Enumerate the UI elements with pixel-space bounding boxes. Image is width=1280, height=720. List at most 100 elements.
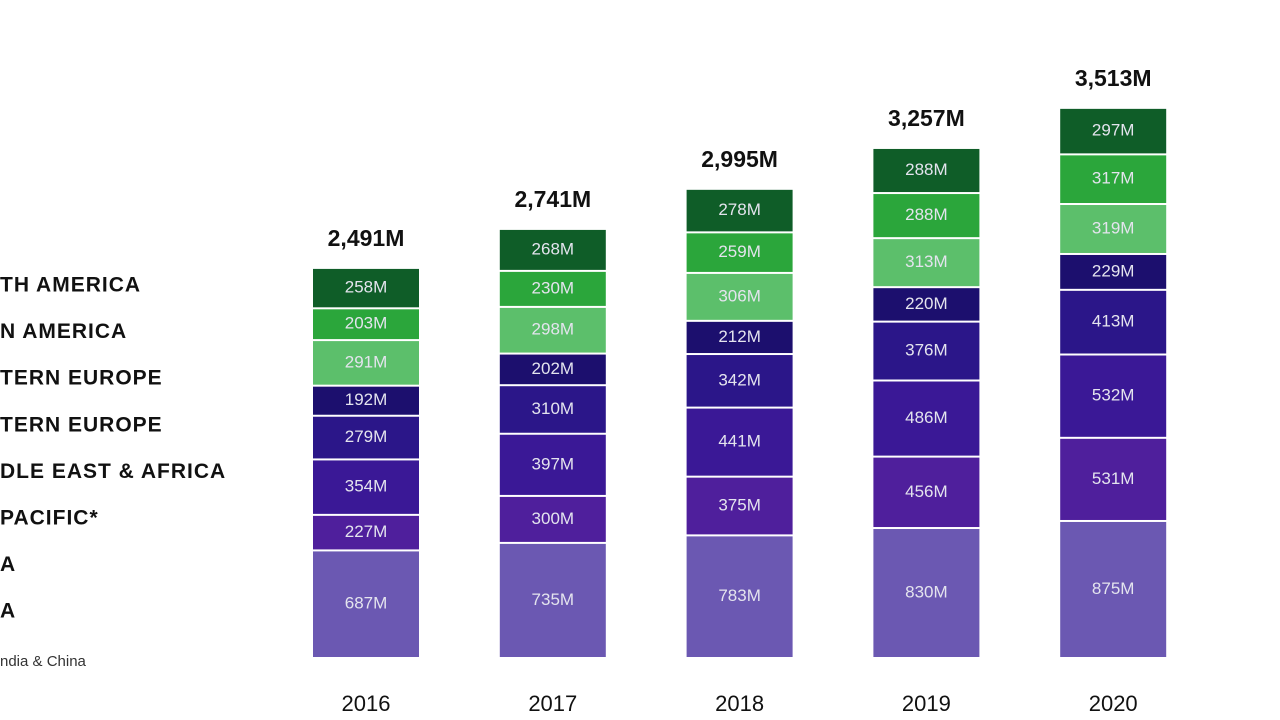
bar-segment — [1060, 438, 1167, 520]
bar-segment — [1060, 521, 1167, 657]
bar-segment — [499, 543, 606, 657]
segment-label: 298M — [532, 320, 575, 339]
segment-label: 531M — [1092, 469, 1135, 488]
legend-label: TERN EUROPE — [0, 413, 163, 436]
segment-label: 319M — [1092, 218, 1135, 237]
footnote: ndia & China — [0, 653, 87, 670]
bar-segment — [313, 386, 419, 415]
bar-segment — [499, 386, 606, 433]
segment-label: 830M — [905, 582, 948, 601]
segment-label: 342M — [718, 370, 761, 389]
bar-segment — [313, 268, 419, 308]
bar-segment — [1060, 290, 1167, 354]
segment-label: 288M — [905, 160, 948, 179]
legend-label: PACIFIC* — [0, 507, 99, 530]
bar-segment — [686, 321, 793, 354]
bar-segment — [1060, 108, 1167, 154]
bar-segment — [873, 381, 980, 456]
segment-label: 203M — [345, 314, 388, 333]
segment-label: 288M — [905, 205, 948, 224]
bar-segment — [1060, 205, 1167, 253]
segment-label: 376M — [905, 341, 948, 360]
legend-label: TH AMERICA — [0, 274, 141, 297]
x-tick-label: 2020 — [1089, 691, 1138, 716]
x-tick-label: 2019 — [902, 691, 951, 716]
bar-segment — [313, 460, 419, 514]
bar-segment — [1060, 254, 1167, 289]
segment-label: 441M — [718, 432, 761, 451]
segment-label: 306M — [718, 286, 761, 305]
bar-segment — [686, 477, 793, 535]
bar-segment — [499, 354, 606, 385]
bar-segment — [873, 239, 980, 287]
x-tick-label: 2018 — [715, 691, 764, 716]
segment-label: 212M — [718, 327, 761, 346]
bar-segment — [499, 307, 606, 353]
bar-segment — [499, 496, 606, 542]
bar-segment — [686, 536, 793, 657]
bar-segment — [686, 233, 793, 272]
segment-label: 259M — [718, 242, 761, 261]
bar-segment — [1060, 155, 1167, 204]
bar-segment — [873, 322, 980, 380]
segment-label: 268M — [532, 239, 575, 258]
bar-segment — [499, 229, 606, 270]
bar-segment — [873, 148, 980, 193]
segment-label: 486M — [905, 408, 948, 427]
segment-label: 220M — [905, 294, 948, 313]
segment-label: 258M — [345, 278, 388, 297]
legend-label: N AMERICA — [0, 320, 127, 343]
segment-label: 735M — [532, 590, 575, 609]
segment-label: 397M — [532, 454, 575, 473]
bar-segment — [873, 194, 980, 238]
bar-segment — [313, 551, 419, 657]
segment-label: 375M — [718, 496, 761, 515]
segment-label: 532M — [1092, 386, 1135, 405]
segment-label: 413M — [1092, 312, 1135, 331]
bar-segment — [313, 341, 419, 385]
bar-segment — [686, 408, 793, 476]
segment-label: 313M — [905, 252, 948, 271]
segment-label: 291M — [345, 352, 388, 371]
legend-label: TERN EUROPE — [0, 367, 163, 390]
bar-segment — [499, 271, 606, 306]
bar-segment — [873, 529, 980, 657]
bar-segment — [313, 515, 419, 550]
bar-segment — [313, 416, 419, 459]
bar-segment — [686, 189, 793, 232]
segment-label: 279M — [345, 427, 388, 446]
bar-segment — [686, 355, 793, 407]
segment-label: 317M — [1092, 169, 1135, 188]
legend-label: DLE EAST & AFRICA — [0, 460, 226, 483]
bar-segment — [686, 273, 793, 320]
x-tick-label: 2016 — [342, 691, 391, 716]
segment-label: 310M — [532, 399, 575, 418]
total-label: 2,741M — [514, 186, 591, 212]
bar-segment — [313, 309, 419, 340]
bar-segment — [499, 434, 606, 495]
x-tick-label: 2017 — [528, 691, 577, 716]
segment-label: 202M — [532, 359, 575, 378]
total-label: 3,513M — [1075, 65, 1152, 91]
total-label: 2,995M — [701, 146, 778, 172]
segment-label: 354M — [345, 477, 388, 496]
total-label: 2,491M — [328, 225, 405, 251]
segment-label: 227M — [345, 522, 388, 541]
total-label: 3,257M — [888, 105, 965, 131]
segment-label: 300M — [532, 509, 575, 528]
legend-label: A — [0, 553, 16, 576]
segment-label: 456M — [905, 482, 948, 501]
bar-segment — [873, 288, 980, 321]
bar-segment — [1060, 355, 1167, 437]
segment-label: 229M — [1092, 261, 1135, 280]
segment-label: 278M — [718, 200, 761, 219]
segment-label: 192M — [345, 390, 388, 409]
segment-label: 230M — [532, 278, 575, 297]
segment-label: 875M — [1092, 579, 1135, 598]
segment-label: 783M — [718, 586, 761, 605]
legend-label: A — [0, 600, 16, 623]
segment-label: 297M — [1092, 121, 1135, 140]
segment-label: 687M — [345, 594, 388, 613]
bar-segment — [873, 457, 980, 528]
